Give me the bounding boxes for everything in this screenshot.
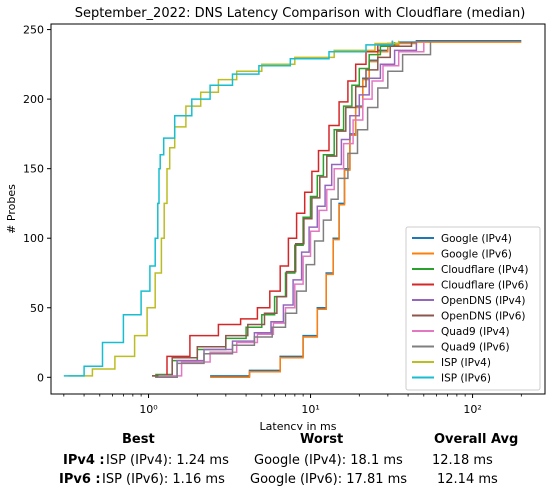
legend-entry: Quad9 (IPv4) — [441, 326, 510, 338]
summary-best-ipv4: ISP (IPv4): 1.24 ms — [106, 453, 229, 468]
y-tick-label: 200 — [23, 93, 44, 106]
summary-worst-ipv4: Google (IPv4): 18.1 ms — [254, 453, 403, 468]
summary-row-ipv6: IPv6 : — [59, 472, 101, 487]
summary-row-label: IPv4 : — [63, 453, 105, 468]
legend-entry: Google (IPv4) — [441, 233, 512, 245]
y-tick-label: 150 — [23, 163, 44, 176]
series-line-8 — [68, 40, 400, 377]
legend-box — [405, 226, 541, 391]
legend-entry: OpenDNS (IPv6) — [441, 311, 526, 323]
summary-avg-ipv4: 12.18 ms — [432, 453, 493, 468]
summary-header-worst: Worst — [300, 432, 344, 447]
legend-entry: OpenDNS (IPv4) — [441, 295, 526, 307]
legend-entry: Google (IPv6) — [441, 249, 512, 261]
y-tick-label: 0 — [37, 371, 44, 384]
plot-frame — [50, 23, 546, 395]
legend-entry: Quad9 (IPv6) — [441, 342, 510, 354]
x-tick-label: 10⁰ — [139, 403, 158, 416]
summary-header-avg: Overall Avg — [434, 432, 519, 447]
series-line-6 — [158, 42, 425, 377]
summary-table: Best Worst Overall Avg IPv4 : ISP (IPv4)… — [0, 430, 555, 496]
x-tick-label: 10² — [463, 403, 481, 416]
legend-entry: Cloudflare (IPv6) — [441, 280, 528, 292]
series-line-5 — [152, 42, 413, 377]
summary-worst-ipv6: Google (IPv6): 17.81 ms — [250, 472, 408, 487]
chart-title: September_2022: DNS Latency Comparison w… — [75, 6, 526, 21]
legend: Google (IPv4) Google (IPv6) Cloudflare (IP… — [405, 226, 541, 391]
legend-entry: Cloudflare (IPv4) — [441, 264, 528, 276]
series-line-3 — [152, 40, 394, 377]
y-tick-label: 50 — [30, 302, 44, 315]
series-line-4 — [155, 42, 418, 379]
legend-entry: ISP (IPv4) — [441, 357, 491, 369]
latency-chart: September_2022: DNS Latency Comparison w… — [5, 6, 546, 430]
summary-row-label: IPv6 : — [59, 472, 101, 487]
y-tick-label: 100 — [23, 232, 44, 245]
summary-best-ipv6: ISP (IPv6): 1.16 ms — [102, 472, 225, 487]
summary-header-best: Best — [122, 432, 155, 447]
summary-row-ipv4: IPv4 : — [63, 453, 105, 468]
y-axis-label: # Probes — [5, 184, 18, 234]
summary-avg-ipv6: 12.14 ms — [437, 472, 498, 487]
series-line-2 — [155, 42, 396, 376]
x-tick-label: 10¹ — [301, 403, 319, 416]
legend-entry: ISP (IPv6) — [441, 373, 491, 385]
y-tick-label: 250 — [23, 24, 44, 37]
x-axis-label: Latency in ms — [260, 420, 337, 430]
series-line-9 — [63, 40, 394, 377]
series-line-7 — [155, 42, 432, 379]
